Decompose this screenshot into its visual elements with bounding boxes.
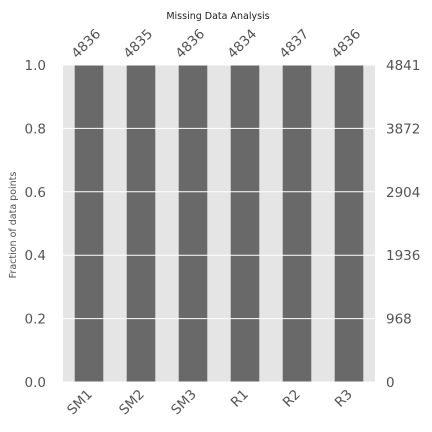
y-tick-left: 1.0 <box>25 58 46 74</box>
background-column <box>259 65 283 382</box>
background-column <box>63 65 75 382</box>
background-column <box>363 65 375 382</box>
y-tick-right: 4841 <box>386 58 420 74</box>
x-tick-r2: R2 <box>280 387 304 411</box>
bar-sm3 <box>178 65 208 382</box>
bar-sm2 <box>126 65 156 382</box>
y-axis-left-ticks: 0.0 0.2 0.4 0.6 0.8 1.0 <box>25 58 46 391</box>
y-tick-left: 0.0 <box>25 375 46 391</box>
x-tick-sm1: SM1 <box>64 387 96 419</box>
background-column <box>155 65 179 382</box>
count-labels: 4836 4835 4836 4834 4837 4836 <box>69 26 365 62</box>
count-label-r1: 4834 <box>225 26 261 62</box>
chart-title: Missing Data Analysis <box>166 11 269 22</box>
count-label-r2: 4837 <box>277 26 313 62</box>
background-columns <box>63 65 375 382</box>
background-column <box>311 65 335 382</box>
bar-sm1 <box>74 65 104 382</box>
y-tick-left: 0.4 <box>25 248 46 264</box>
bar-r2 <box>282 65 312 382</box>
count-label-sm1: 4836 <box>69 26 105 62</box>
count-label-sm2: 4835 <box>121 26 157 62</box>
bar-r3 <box>334 65 364 382</box>
count-label-sm3: 4836 <box>173 26 209 62</box>
background-column <box>103 65 127 382</box>
count-label-r3: 4836 <box>329 26 365 62</box>
y-axis-right-ticks: 0 968 1936 2904 3872 4841 <box>386 58 420 391</box>
background-column <box>207 65 231 382</box>
y-axis-label: Fraction of data points <box>8 172 19 279</box>
y-tick-left: 0.2 <box>25 312 46 328</box>
y-tick-right: 1936 <box>386 248 420 264</box>
bar-r1 <box>230 65 260 383</box>
y-tick-right: 3872 <box>386 121 420 137</box>
y-tick-left: 0.8 <box>25 121 46 137</box>
gridlines <box>63 64 375 383</box>
y-tick-right: 0 <box>386 375 395 391</box>
x-tick-r3: R3 <box>332 387 356 411</box>
x-tick-r1: R1 <box>228 387 252 411</box>
bars <box>74 65 364 383</box>
y-tick-right: 968 <box>386 312 412 328</box>
y-tick-left: 0.6 <box>25 185 46 201</box>
y-tick-right: 2904 <box>386 185 420 201</box>
x-tick-sm2: SM2 <box>116 387 148 419</box>
x-axis-ticks: SM1 SM2 SM3 R1 R2 R3 <box>64 387 356 419</box>
x-tick-sm3: SM3 <box>168 387 200 419</box>
